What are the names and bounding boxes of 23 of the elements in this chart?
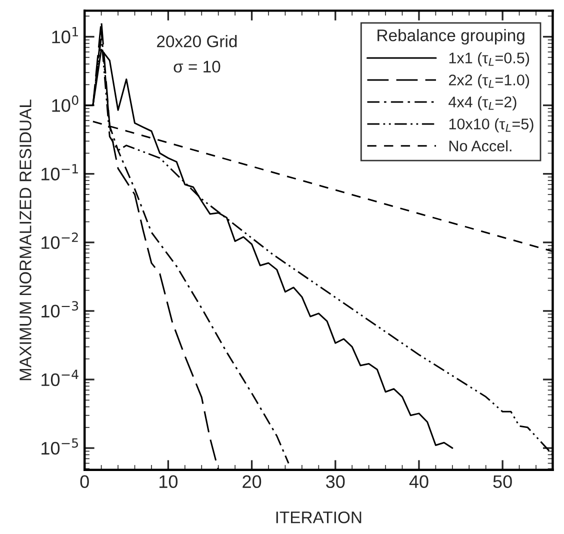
x-tick-label: 0 xyxy=(80,475,89,488)
y-tick-label: 10$^{1}$ xyxy=(52,27,78,44)
y-tick-label: 10$^{−2}$ xyxy=(42,232,78,249)
x-tick-label: 50 xyxy=(493,475,512,488)
y-tick-label: 10$^{−3}$ xyxy=(42,301,78,318)
legend-label: 2x2 (τ$_{L}$=1.0) xyxy=(448,74,530,88)
x-tick-label: 40 xyxy=(409,475,428,488)
y-tick-label: 10$^{−5}$ xyxy=(42,438,78,455)
y-tick-label: 10$^{−1}$ xyxy=(42,164,78,180)
y-tick-label: 10$^{0}$ xyxy=(52,95,78,112)
y-tick-label: 10$^{−4}$ xyxy=(42,370,78,386)
x-axis-title: ITERATION xyxy=(276,511,362,524)
x-tick-label: 20 xyxy=(242,475,262,488)
y-axis-title: MAXIMUM NORMALIZED RESIDUAL xyxy=(20,100,32,380)
legend-label: 4x4 (τ$_{L}$=2) xyxy=(448,96,516,110)
legend-title: Rebalance grouping xyxy=(378,29,524,45)
legend-label: 1x1 (τ$_{L}$=0.5) xyxy=(449,52,530,66)
annotation: σ = 10 xyxy=(174,60,220,73)
legend-label: No Accel. xyxy=(449,140,512,152)
x-tick-label: 30 xyxy=(326,475,345,488)
x-tick-label: 10 xyxy=(160,475,178,488)
legend-label: 10x10 (τ$_{L}$=5) xyxy=(449,118,534,132)
annotation: 20x20 Grid xyxy=(157,35,237,48)
